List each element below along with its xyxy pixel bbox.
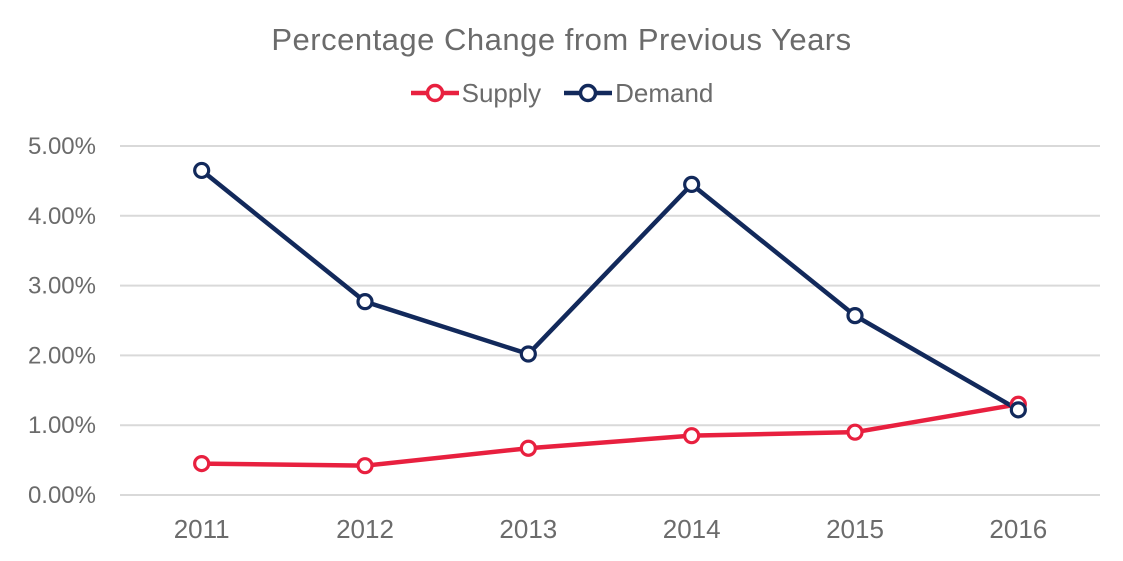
y-tick-label: 1.00% bbox=[28, 412, 96, 439]
x-tick-label: 2012 bbox=[336, 514, 394, 544]
demand-legend-marker-icon bbox=[564, 83, 613, 103]
x-tick-label: 2014 bbox=[663, 514, 721, 544]
demand-marker-2016 bbox=[1009, 401, 1027, 419]
demand-line bbox=[199, 168, 1021, 413]
demand-marker-2012 bbox=[356, 293, 374, 311]
demand-marker-2015 bbox=[846, 307, 864, 325]
y-tick-label: 5.00% bbox=[28, 133, 96, 160]
supply-line bbox=[199, 402, 1021, 468]
x-tick-label: 2016 bbox=[989, 514, 1047, 544]
y-tick-label: 2.00% bbox=[28, 342, 96, 369]
legend-item-supply[interactable]: Supply bbox=[410, 78, 542, 108]
chart-legend: Supply Demand bbox=[0, 79, 1123, 107]
supply-marker-2014 bbox=[683, 427, 701, 445]
x-tick-label: 2015 bbox=[826, 514, 884, 544]
x-tick-label: 2011 bbox=[174, 514, 230, 544]
supply-marker-2011 bbox=[193, 454, 211, 473]
supply-marker-2015 bbox=[846, 423, 864, 441]
legend-label-demand: Demand bbox=[615, 78, 714, 108]
y-tick-label: 0.00% bbox=[28, 482, 96, 509]
x-tick-label: 2013 bbox=[499, 514, 557, 544]
y-tick-label: 4.00% bbox=[28, 203, 96, 230]
demand-marker-2013 bbox=[519, 345, 537, 363]
legend-label-supply: Supply bbox=[461, 78, 542, 108]
chart-title: Percentage Change from Previous Years bbox=[271, 22, 852, 57]
supply-marker-2012 bbox=[356, 457, 374, 475]
legend-item-demand[interactable]: Demand bbox=[563, 79, 713, 107]
demand-marker-2011 bbox=[193, 161, 211, 180]
supply-marker-2013 bbox=[519, 439, 537, 457]
supply-legend-marker-icon bbox=[410, 83, 459, 103]
y-tick-label: 3.00% bbox=[28, 273, 96, 300]
demand-marker-2014 bbox=[683, 175, 701, 193]
